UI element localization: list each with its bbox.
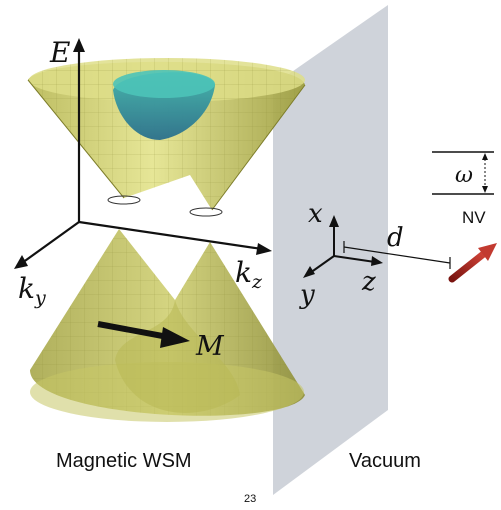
kz-axis-label: kz [235, 256, 263, 293]
vacuum-interface-plane [273, 5, 388, 495]
band-axes [14, 38, 272, 269]
frequency-label: ω [455, 163, 473, 188]
z-axis-label: z [361, 267, 376, 297]
ky-axis-base: k [18, 272, 35, 305]
magnetization-label: M [195, 331, 225, 362]
ky-axis-label: ky [18, 272, 46, 309]
vacuum-label: Vacuum [349, 450, 421, 472]
nv-spin-arrow [448, 243, 497, 283]
lower-band-cones [30, 229, 305, 422]
kz-axis-base: k [235, 256, 252, 289]
coordinate-frame [303, 215, 383, 278]
ky-axis-subscript: y [34, 287, 46, 309]
magnetic-wsm-label: Magnetic WSM [56, 450, 192, 472]
distance-marker [343, 241, 451, 269]
distance-label: d [387, 223, 404, 253]
kz-axis-subscript: z [251, 271, 263, 293]
nv-center-label: NV [462, 208, 486, 227]
y-axis-label: y [299, 280, 315, 310]
energy-level-diagram [432, 151, 494, 195]
page-number: 23 [244, 493, 256, 505]
magnetization-arrow [97, 321, 190, 348]
x-axis-label: x [308, 199, 323, 229]
energy-axis-label: E [49, 36, 70, 69]
